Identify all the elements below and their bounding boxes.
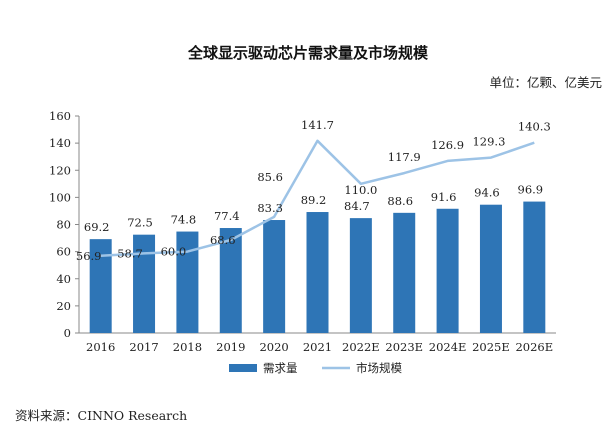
bar-value-label: 88.6 <box>387 194 413 208</box>
bar <box>479 204 502 333</box>
bar-value-label: 84.7 <box>344 199 370 213</box>
bar-value-label: 69.2 <box>84 220 110 234</box>
line-value-label: 126.9 <box>431 138 464 152</box>
line-value-label: 117.9 <box>388 150 421 164</box>
bar <box>263 220 286 333</box>
bar <box>176 231 199 333</box>
bar-value-label: 72.5 <box>127 216 153 230</box>
line-value-label: 85.6 <box>257 170 283 184</box>
line-value-label: 58.7 <box>117 246 143 260</box>
y-tick-label: 0 <box>64 326 71 340</box>
chart-title: 全球显示驱动芯片需求量及市场规模 <box>187 44 428 62</box>
x-tick-label: 2021 <box>303 340 332 354</box>
line-value-label: 60.0 <box>161 245 187 259</box>
bar <box>133 234 156 333</box>
source-note: 资料来源：CINNO Research <box>15 408 188 423</box>
bar-value-label: 94.6 <box>474 186 500 200</box>
x-tick-label: 2026E <box>515 340 553 354</box>
line-value-label: 129.3 <box>472 135 505 149</box>
line-value-label: 56.9 <box>76 249 102 263</box>
line-value-label: 141.7 <box>301 118 334 132</box>
legend-label-bar: 需求量 <box>263 361 298 375</box>
legend-label-line: 市场规模 <box>356 361 402 375</box>
bar <box>436 208 459 333</box>
bar-value-label: 89.2 <box>301 193 327 207</box>
y-tick-label: 160 <box>49 109 71 123</box>
bar <box>523 201 546 333</box>
x-tick-label: 2016 <box>86 340 115 354</box>
x-tick-label: 2022E <box>342 340 380 354</box>
line-value-label: 140.3 <box>518 120 551 134</box>
y-tick-label: 120 <box>49 163 71 177</box>
y-tick-label: 40 <box>56 272 71 286</box>
x-tick-label: 2024E <box>429 340 467 354</box>
bar-value-label: 74.8 <box>171 213 197 227</box>
bar <box>219 228 242 333</box>
bar <box>393 212 416 333</box>
bar <box>89 239 112 333</box>
y-tick-label: 80 <box>56 218 71 232</box>
x-tick-label: 2017 <box>129 340 158 354</box>
line-value-label: 68.6 <box>210 233 236 247</box>
x-tick-label: 2020 <box>259 340 288 354</box>
y-tick-label: 60 <box>56 245 71 259</box>
x-tick-label: 2023E <box>385 340 423 354</box>
legend-swatch-bar <box>229 364 257 372</box>
bar <box>349 218 372 333</box>
bar-value-label: 83.3 <box>257 201 283 215</box>
y-tick-label: 100 <box>49 190 71 204</box>
bar <box>306 212 329 333</box>
y-tick-label: 20 <box>56 299 71 313</box>
bar-value-label: 91.6 <box>431 190 457 204</box>
bar-value-label: 77.4 <box>214 209 240 223</box>
x-tick-label: 2025E <box>472 340 510 354</box>
bar-value-label: 96.9 <box>518 183 544 197</box>
line-value-label: 110.0 <box>344 183 377 197</box>
x-tick-label: 2019 <box>216 340 245 354</box>
line-series <box>100 139 535 258</box>
x-tick-label: 2018 <box>173 340 202 354</box>
unit-label: 单位：亿颗、亿美元 <box>489 75 602 90</box>
y-tick-label: 140 <box>49 136 71 150</box>
